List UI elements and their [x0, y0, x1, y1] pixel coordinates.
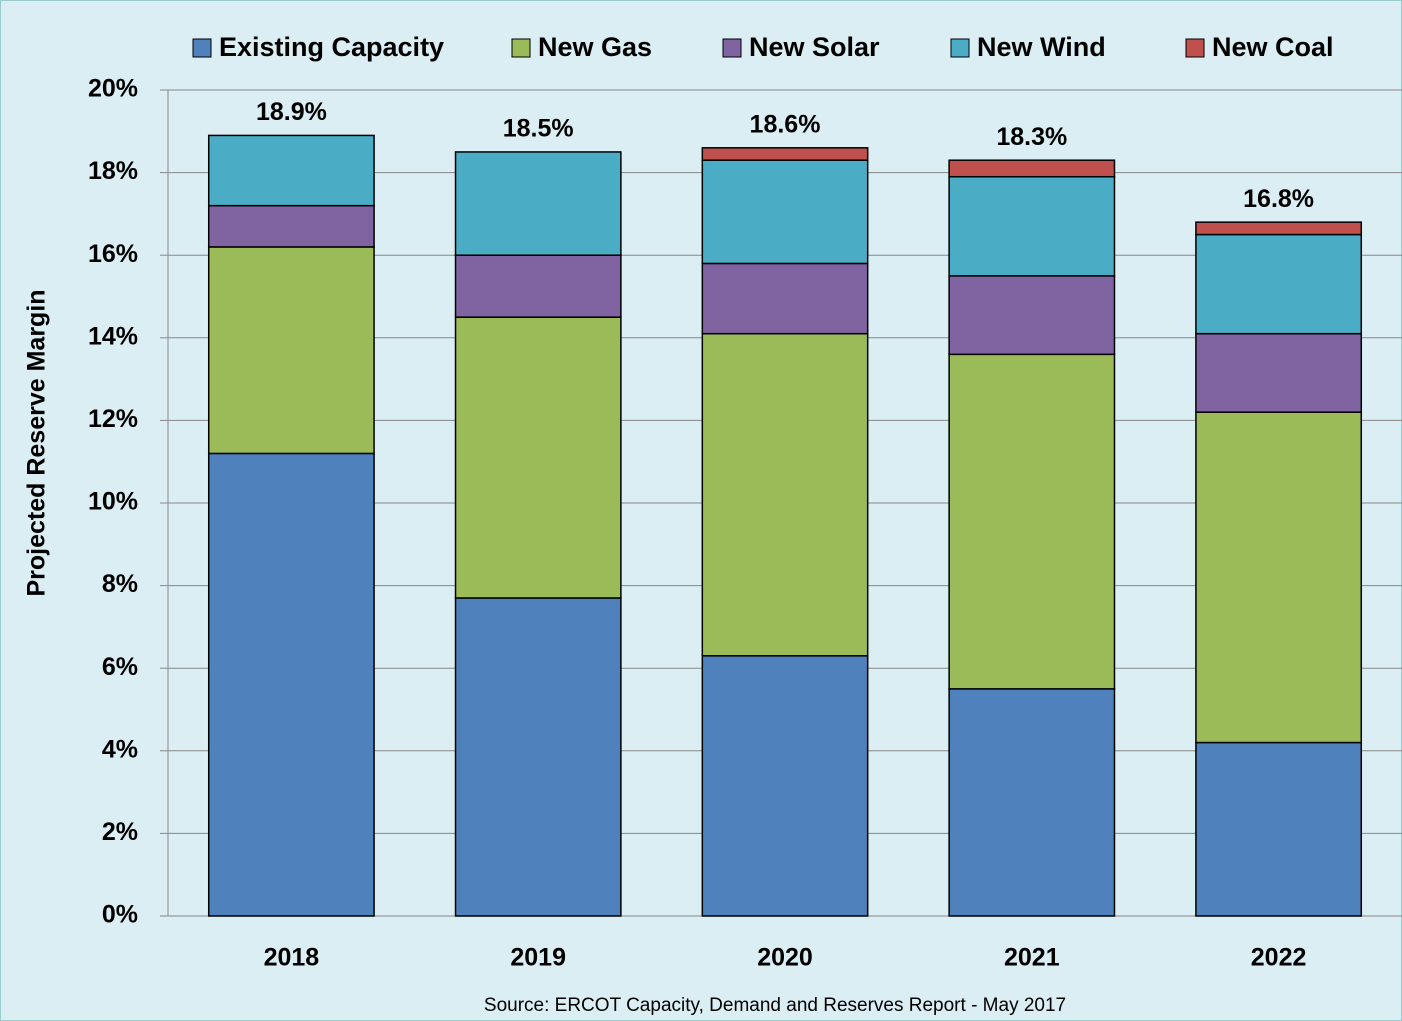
y-tick-label: 0% — [102, 901, 138, 929]
bar-segment — [701, 332, 869, 657]
total-label: 18.5% — [503, 115, 574, 143]
bar-segment — [1195, 221, 1363, 236]
bar-segment — [454, 316, 622, 599]
x-tick-label: 2020 — [757, 944, 813, 972]
bar-segment — [948, 353, 1116, 690]
x-tick-label: 2018 — [264, 944, 320, 972]
bar-segment — [454, 254, 622, 318]
y-tick-label: 12% — [88, 405, 138, 433]
legend-label: New Solar — [749, 32, 880, 62]
bar-segment — [948, 688, 1116, 917]
bar-segment — [207, 246, 375, 455]
y-tick-label: 16% — [88, 240, 138, 268]
total-label: 18.6% — [750, 110, 821, 138]
bar-segment — [1195, 332, 1363, 413]
y-tick-label: 4% — [102, 735, 138, 763]
bar-segment — [701, 159, 869, 265]
bar-segment — [1195, 741, 1363, 917]
legend-label: New Coal — [1212, 32, 1334, 62]
y-tick-label: 2% — [102, 818, 138, 846]
legend-swatch — [950, 38, 970, 58]
legend-swatch — [1185, 38, 1205, 58]
y-tick-label: 8% — [102, 570, 138, 598]
bar-segment — [207, 452, 375, 917]
bar-segment — [1195, 233, 1363, 335]
y-tick-label: 20% — [88, 75, 138, 103]
y-tick-label: 6% — [102, 653, 138, 681]
y-tick-label: 18% — [88, 157, 138, 185]
legend-label: New Gas — [538, 32, 652, 62]
legend-swatch — [511, 38, 531, 58]
total-label: 18.3% — [996, 123, 1067, 151]
bar-segment — [701, 262, 869, 335]
x-tick-label: 2019 — [510, 944, 566, 972]
source: Source: ERCOT Capacity, Demand and Reser… — [484, 995, 1066, 1016]
bar-segment — [454, 151, 622, 256]
bar-segment — [207, 204, 375, 248]
bar-segment — [948, 159, 1116, 178]
bar-segment — [207, 134, 375, 207]
y-tick-label: 10% — [88, 488, 138, 516]
bar-segment — [454, 597, 622, 917]
legend-label: New Wind — [977, 32, 1106, 62]
x-tick-label: 2021 — [1004, 944, 1060, 972]
legend-swatch — [192, 38, 212, 58]
legend-label: Existing Capacity — [219, 32, 444, 62]
bar-segment — [701, 147, 869, 161]
bar-segment — [1195, 411, 1363, 744]
y-axis-label: Projected Reserve Margin — [23, 289, 51, 596]
x-tick-label: 2022 — [1251, 944, 1307, 972]
bar-segment — [701, 655, 869, 917]
legend-swatch — [722, 38, 742, 58]
y-tick-label: 14% — [88, 322, 138, 350]
bar-segment — [948, 275, 1116, 356]
total-label: 18.9% — [256, 98, 327, 126]
total-label: 16.8% — [1243, 185, 1314, 213]
bar-segment — [948, 175, 1116, 277]
